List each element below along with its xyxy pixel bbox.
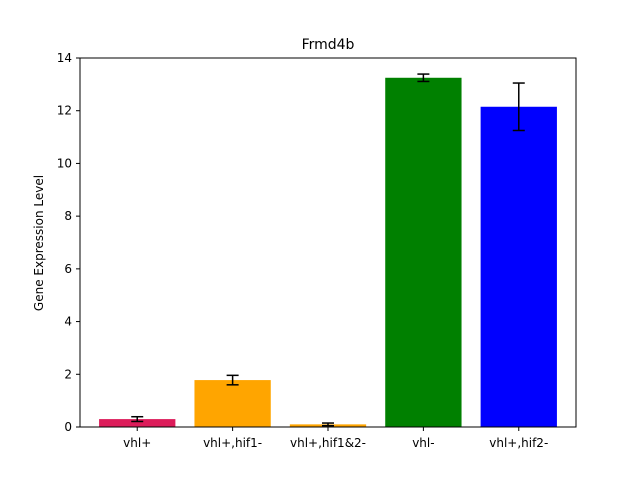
error-bars-layer xyxy=(131,73,525,427)
bar-4 xyxy=(480,106,557,427)
bar-1 xyxy=(194,380,271,427)
x-tick-label-0: vhl+ xyxy=(123,436,151,450)
plot-frame xyxy=(79,57,577,428)
y-tick-label-0: 0 xyxy=(64,420,72,434)
x-tick-label-1: vhl+,hif1- xyxy=(203,436,262,450)
x-tick-label-2: vhl+,hif1&2- xyxy=(290,436,366,450)
y-tick-label-5: 10 xyxy=(57,156,72,170)
error-bar-1 xyxy=(226,374,239,386)
chart-title: Frmd4b xyxy=(302,37,355,53)
y-axis-label: Gene Expression Level xyxy=(32,175,46,311)
x-tick-label-3: vhl- xyxy=(412,436,434,450)
bar-0 xyxy=(99,419,176,427)
error-bar-2 xyxy=(322,422,334,427)
error-bar-4 xyxy=(512,82,525,132)
error-bar-3 xyxy=(417,73,430,83)
y-tick-label-2: 4 xyxy=(64,315,72,329)
y-tick-label-6: 12 xyxy=(57,104,72,118)
y-tick-label-4: 8 xyxy=(64,209,72,223)
bar-3 xyxy=(385,77,462,428)
bars-layer xyxy=(99,77,557,428)
y-tick-label-1: 2 xyxy=(64,367,72,381)
y-tick-label-7: 14 xyxy=(57,51,72,65)
y-axis-ticks: 0 2 4 6 8 10 12 14 xyxy=(57,51,80,434)
y-tick-label-3: 6 xyxy=(64,262,72,276)
x-axis-ticks: vhl+ vhl+,hif1- vhl+,hif1&2- vhl-vhl+,hif2- xyxy=(123,427,548,450)
error-bar-0 xyxy=(131,415,144,423)
x-tick-label-4: vhl+,hif2- xyxy=(489,436,548,450)
